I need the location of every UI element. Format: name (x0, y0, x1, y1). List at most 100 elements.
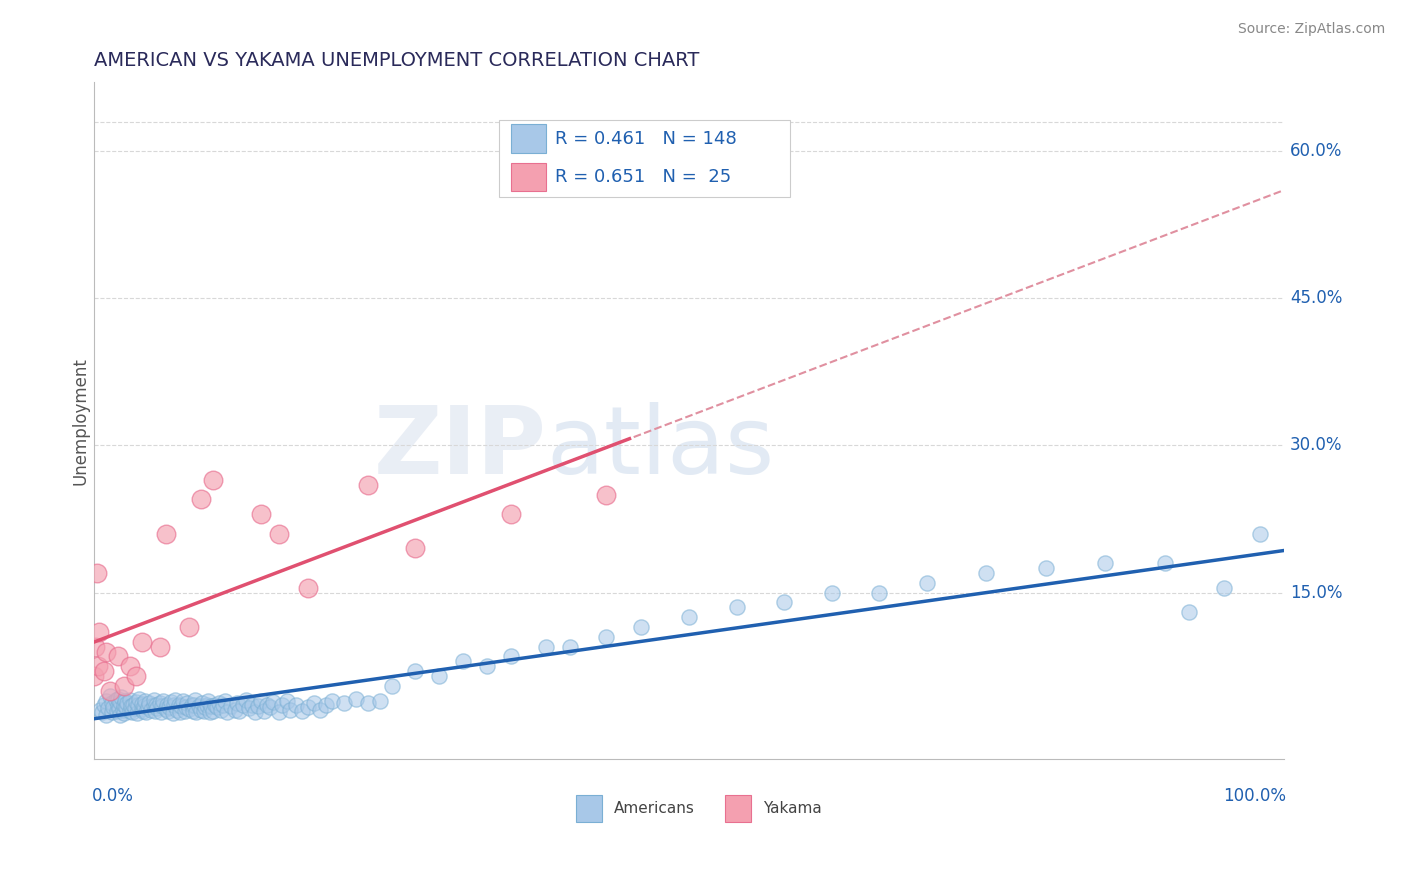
Point (228, 705, 250, 719)
Point (101, 706, 124, 720)
Point (1177, 605, 1199, 619)
Point (110, 708, 132, 723)
Point (101, 700, 124, 714)
Point (146, 701, 169, 715)
Point (558, 640, 581, 654)
Text: Americans: Americans (614, 801, 695, 815)
Point (243, 706, 266, 720)
Point (404, 541, 426, 556)
Point (94, 708, 117, 723)
Point (183, 698, 205, 713)
Point (302, 696, 325, 710)
Point (427, 669, 450, 683)
Point (211, 698, 233, 712)
Point (156, 698, 179, 712)
Point (105, 705, 128, 719)
Point (208, 696, 231, 710)
Point (111, 703, 134, 717)
Point (267, 526, 290, 541)
Point (773, 595, 796, 609)
Point (179, 620, 201, 634)
Point (193, 705, 215, 719)
Point (107, 649, 129, 664)
Point (357, 696, 380, 710)
Point (115, 700, 138, 714)
Point (630, 620, 652, 634)
Point (404, 664, 426, 678)
Point (83, 669, 105, 683)
Point (172, 693, 194, 707)
Point (595, 487, 617, 501)
Text: Source: ZipAtlas.com: Source: ZipAtlas.com (1237, 22, 1385, 37)
Point (152, 693, 174, 707)
Point (368, 693, 391, 707)
Point (180, 698, 202, 712)
FancyBboxPatch shape (510, 163, 546, 192)
Point (86, 566, 108, 580)
Point (114, 693, 136, 707)
Y-axis label: Unemployment: Unemployment (72, 357, 89, 485)
Point (110, 695, 132, 709)
Point (238, 701, 260, 715)
Point (344, 691, 367, 706)
Point (204, 698, 226, 713)
Point (262, 695, 284, 709)
Point (167, 698, 190, 712)
Point (214, 693, 236, 707)
Point (190, 703, 212, 717)
Point (725, 600, 748, 615)
FancyBboxPatch shape (576, 795, 602, 822)
Point (104, 692, 127, 706)
Point (141, 703, 163, 717)
Point (163, 692, 186, 706)
Point (98, 683, 121, 698)
Point (138, 696, 160, 710)
Point (118, 705, 141, 719)
Point (142, 692, 165, 706)
Point (451, 654, 474, 668)
Point (89, 703, 111, 717)
Point (91, 706, 114, 720)
Text: R = 0.461   N = 148: R = 0.461 N = 148 (554, 129, 737, 147)
Point (86, 659, 108, 673)
Point (499, 507, 522, 521)
Point (112, 679, 135, 693)
Point (174, 700, 197, 714)
Point (93, 698, 115, 713)
Point (87, 624, 110, 639)
Point (1035, 561, 1057, 575)
Point (112, 698, 135, 713)
Point (143, 705, 166, 719)
Point (124, 701, 146, 715)
Point (101, 696, 124, 710)
Point (333, 696, 356, 710)
Point (127, 698, 149, 713)
Point (162, 706, 184, 721)
Point (155, 526, 177, 541)
Point (169, 706, 191, 720)
Point (595, 630, 617, 644)
Point (380, 679, 402, 693)
Point (309, 703, 332, 717)
Text: ZIP: ZIP (374, 402, 546, 494)
Point (149, 706, 172, 720)
Point (166, 703, 188, 717)
Point (136, 700, 159, 714)
Point (915, 575, 938, 590)
Point (120, 699, 142, 714)
Point (179, 702, 201, 716)
Point (128, 691, 150, 706)
Point (145, 698, 167, 713)
Point (94, 693, 117, 707)
Point (235, 692, 257, 706)
Point (194, 700, 217, 714)
Text: 45.0%: 45.0% (1289, 289, 1343, 307)
Point (259, 700, 281, 714)
Text: atlas: atlas (546, 402, 775, 494)
Point (200, 699, 222, 714)
Point (202, 473, 225, 487)
Point (224, 703, 246, 717)
Point (142, 698, 165, 712)
Point (821, 585, 844, 599)
Text: 15.0%: 15.0% (1289, 583, 1343, 601)
